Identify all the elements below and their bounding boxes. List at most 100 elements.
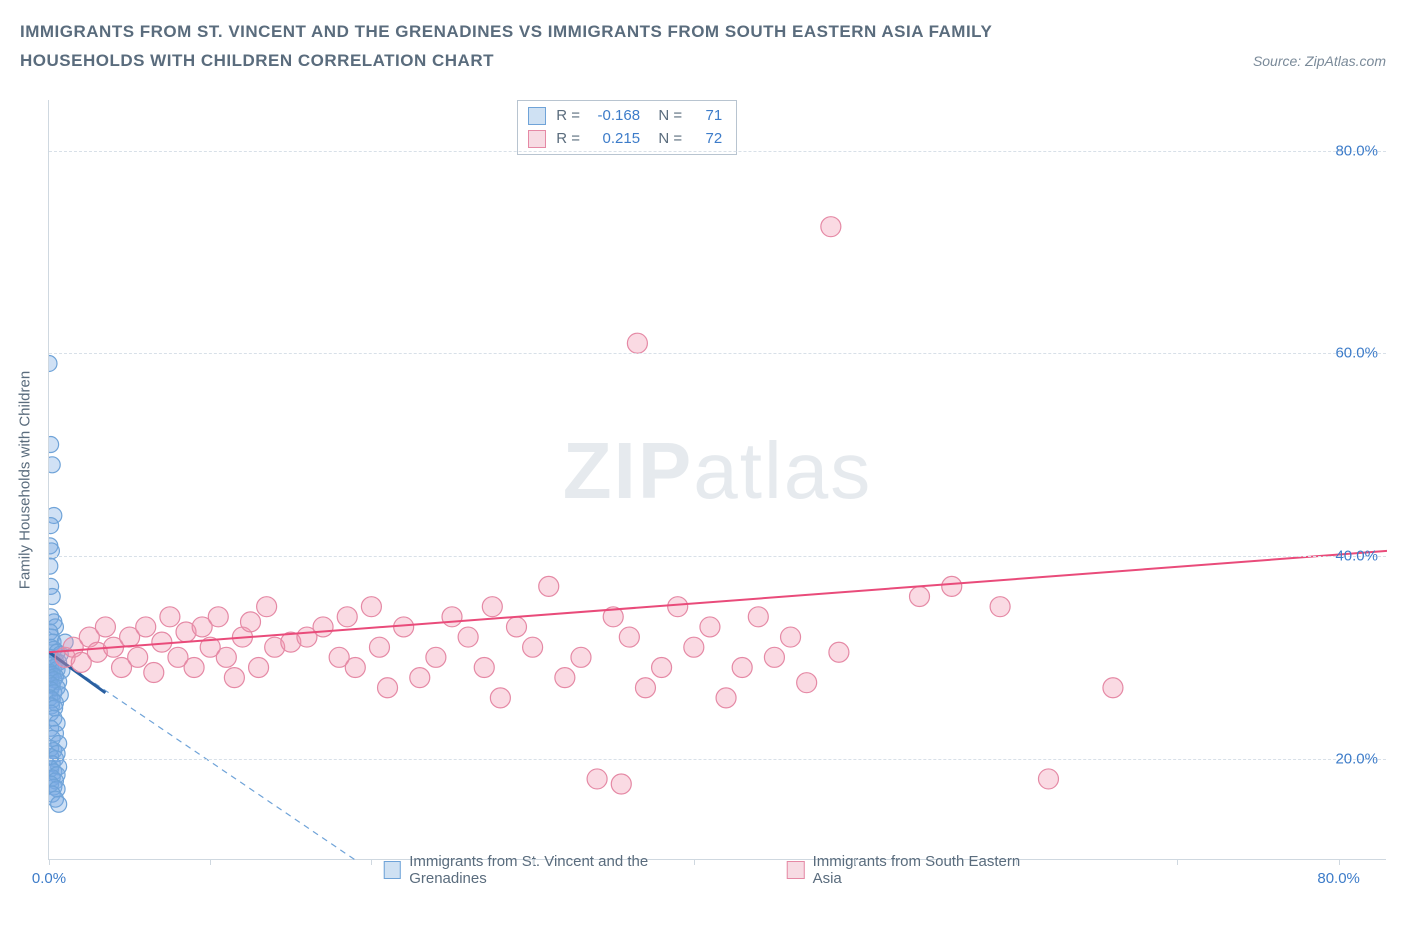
trend-line: [49, 652, 355, 860]
data-point: [49, 741, 59, 757]
correlation-legend: R =-0.168 N =71R =0.215 N =72: [517, 100, 737, 155]
data-point: [603, 607, 623, 627]
data-point: [49, 761, 59, 777]
data-point: [49, 644, 65, 660]
data-point: [51, 796, 67, 812]
data-point: [700, 617, 720, 637]
data-point: [910, 587, 930, 607]
legend-swatch: [528, 107, 546, 125]
data-point: [200, 637, 220, 657]
data-point: [49, 786, 60, 802]
data-point: [128, 647, 148, 667]
data-point: [49, 779, 62, 795]
y-axis-label: Family Households with Children: [17, 371, 34, 589]
data-point: [49, 685, 62, 701]
data-point: [49, 667, 60, 683]
data-point: [49, 609, 59, 625]
data-point: [232, 627, 252, 647]
n-value: 72: [692, 128, 722, 151]
series-legend: Immigrants from St. Vincent and the Gren…: [383, 853, 1052, 887]
data-point: [49, 649, 58, 665]
data-point: [684, 637, 704, 657]
data-point: [990, 597, 1010, 617]
data-point: [54, 663, 70, 679]
data-point: [652, 657, 672, 677]
data-point: [49, 720, 59, 736]
data-point: [458, 627, 478, 647]
data-point: [55, 647, 75, 667]
legend-swatch: [787, 861, 805, 879]
data-point: [49, 437, 59, 453]
data-point: [176, 622, 196, 642]
data-point: [49, 629, 59, 645]
data-point: [51, 654, 67, 670]
x-tick: [371, 859, 372, 865]
data-point: [249, 657, 269, 677]
data-point: [345, 657, 365, 677]
legend-item: Immigrants from South Eastern Asia: [787, 853, 1052, 887]
source-attribution: Source: ZipAtlas.com: [1253, 53, 1386, 69]
data-point: [49, 657, 59, 673]
data-point: [49, 589, 60, 605]
data-point: [49, 781, 65, 797]
data-point: [49, 665, 58, 681]
gridline: [49, 556, 1386, 557]
data-point: [49, 725, 63, 741]
data-point: [95, 617, 115, 637]
data-point: [821, 217, 841, 237]
data-point: [49, 651, 60, 667]
data-point: [442, 607, 462, 627]
data-point: [49, 578, 59, 594]
data-point: [49, 700, 63, 716]
data-point: [152, 632, 172, 652]
data-point: [732, 657, 752, 677]
data-point: [1038, 769, 1058, 789]
data-point: [49, 614, 62, 630]
data-point: [611, 774, 631, 794]
data-point: [265, 637, 285, 657]
data-point: [49, 698, 59, 714]
data-point: [49, 730, 60, 746]
data-point: [619, 627, 639, 647]
data-point: [51, 759, 67, 775]
data-point: [410, 668, 430, 688]
data-point: [49, 791, 63, 807]
x-tick: [1339, 859, 1340, 865]
data-point: [506, 617, 526, 637]
data-point: [49, 770, 60, 786]
r-value: -0.168: [590, 105, 640, 128]
y-tick-label: 20.0%: [1335, 750, 1378, 767]
data-point: [474, 657, 494, 677]
data-point: [627, 333, 647, 353]
x-tick: [1177, 859, 1178, 865]
chart-title: IMMIGRANTS FROM ST. VINCENT AND THE GREN…: [20, 18, 1120, 76]
x-tick: [694, 859, 695, 865]
data-point: [87, 642, 107, 662]
data-point: [49, 634, 61, 650]
data-point: [52, 687, 68, 703]
data-point: [281, 632, 301, 652]
trend-line-segment: [49, 652, 105, 693]
y-tick-label: 40.0%: [1335, 548, 1378, 565]
data-point: [49, 743, 62, 759]
data-point: [241, 612, 261, 632]
x-tick: [855, 859, 856, 865]
data-point: [313, 617, 333, 637]
data-point: [716, 688, 736, 708]
data-point: [587, 769, 607, 789]
data-point: [49, 710, 62, 726]
data-point: [49, 680, 65, 696]
data-point: [49, 764, 62, 780]
data-point: [49, 558, 58, 574]
data-point: [120, 627, 140, 647]
gridline: [49, 353, 1386, 354]
data-point: [49, 670, 59, 686]
data-point: [49, 355, 57, 371]
data-point: [63, 637, 83, 657]
data-point: [52, 646, 68, 662]
data-point: [144, 663, 164, 683]
data-point: [49, 690, 58, 706]
data-point: [184, 657, 204, 677]
data-point: [49, 672, 62, 688]
data-point: [49, 682, 59, 698]
